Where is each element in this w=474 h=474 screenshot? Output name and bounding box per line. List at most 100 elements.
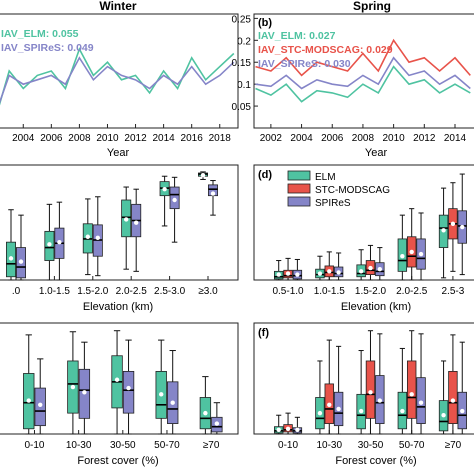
x-tick-label: 2012	[124, 133, 147, 144]
panel-a-title: Winter	[99, 0, 137, 13]
panel-b-xlabel: Year	[365, 147, 388, 159]
panel-a-xlabel: Year	[107, 147, 130, 159]
panel-c-xlabel: Elevation (km)	[83, 301, 153, 313]
x-tick-label: 2008	[68, 133, 91, 144]
legend-swatch-elm	[287, 170, 311, 181]
x-tick-label: 2.5-3.0	[154, 286, 186, 297]
mean-marker	[47, 242, 52, 247]
mean-marker	[460, 408, 465, 414]
panel-c-winter-elevation-boxes: .0 1.0-1.5 1.5-2.0 2.0-2.5 2.5-3.0 ≥3.0 Elevat…	[0, 164, 239, 313]
series-line-spires	[0, 56, 235, 104]
mean-marker	[38, 402, 43, 407]
x-tick-label: 1.0-1.5	[314, 286, 346, 297]
mean-marker	[377, 266, 383, 272]
x-tick-label: 2002	[260, 133, 283, 144]
x-tick-label: 2012	[413, 133, 436, 144]
x-tick-label: 2018	[209, 133, 232, 144]
mean-marker	[200, 172, 206, 178]
mean-marker	[400, 408, 405, 414]
mean-marker	[18, 259, 24, 264]
mean-marker	[295, 427, 300, 433]
mean-marker	[418, 251, 424, 257]
x-tick-label: 2004	[290, 133, 313, 144]
mean-marker	[114, 377, 120, 382]
box-stc-modscag	[406, 360, 417, 419]
y-tick-label: 0.2	[237, 36, 251, 47]
series-line-spires	[255, 56, 471, 90]
box-stc-modscag	[365, 360, 376, 419]
mean-marker	[170, 400, 175, 405]
mean-marker	[460, 224, 465, 230]
x-tick-label: 2006	[321, 133, 344, 144]
mean-marker	[57, 239, 62, 245]
x-tick-label: 2014	[444, 133, 467, 144]
iav-annotation: IAV_STC-MODSCAG: 0.029	[258, 44, 393, 56]
mean-marker	[276, 272, 281, 277]
panel-label: (f)	[258, 327, 269, 339]
mean-marker	[162, 186, 167, 192]
mean-marker	[214, 421, 220, 426]
iav-annotation: IAV_ELM: 0.055	[1, 28, 79, 40]
mean-marker	[409, 249, 414, 255]
mean-marker	[317, 410, 323, 416]
panel-b-title: Spring	[353, 0, 391, 13]
y-tick-label: 0.1	[237, 80, 251, 91]
mean-marker	[124, 217, 129, 222]
x-tick-label: 2010	[96, 133, 119, 144]
iav-annotation: IAV_SPIReS: 0.049	[1, 42, 94, 54]
iav-annotation: IAV_ELM: 0.027	[258, 30, 336, 42]
mean-marker	[327, 402, 332, 407]
box-stc-modscag	[448, 370, 458, 424]
panel-b-frame	[253, 13, 474, 129]
series-line-stc-modscag	[255, 38, 471, 77]
mean-marker	[377, 398, 383, 403]
x-tick-label: 0-10	[278, 440, 298, 451]
panel-label: (d)	[258, 169, 272, 181]
panel-f-frame	[253, 322, 474, 435]
x-tick-label: 2.0-2.5	[396, 286, 428, 297]
mean-marker	[26, 398, 31, 403]
mean-marker	[368, 390, 373, 395]
legend-swatch-spires	[287, 196, 311, 207]
mean-marker	[276, 427, 281, 433]
mean-marker	[126, 385, 131, 391]
panel-d-spring-elevation-boxes: 0.5-1.0 1.0-1.5 1.5-2.0 2.0-2.5 2.5-3 Elevati…	[253, 164, 474, 313]
mean-marker	[409, 392, 414, 397]
mean-marker	[82, 390, 87, 395]
mean-marker	[450, 398, 456, 403]
x-tick-label: ≥3.0	[198, 286, 218, 297]
x-tick-label: 1.5-2.0	[77, 286, 109, 297]
x-tick-label: 50-70	[399, 440, 425, 451]
x-tick-label: 1.0-1.5	[39, 286, 71, 297]
panel-label: (b)	[258, 17, 272, 29]
mean-marker	[285, 271, 291, 276]
mean-marker	[418, 400, 424, 405]
x-tick-label: 50-70	[154, 440, 180, 451]
x-tick-label: 0-10	[24, 440, 44, 451]
x-tick-label: 10-30	[66, 440, 92, 451]
series-line-elm	[255, 65, 471, 103]
panel-a-frame	[0, 13, 239, 129]
mean-marker	[441, 228, 446, 233]
x-tick-label: 10-30	[316, 440, 342, 451]
panel-e-xlabel: Forest cover (%)	[77, 455, 158, 467]
mean-marker	[400, 254, 405, 259]
panel-d-frame	[253, 164, 474, 281]
x-tick-label: 30-50	[110, 440, 136, 451]
legend-label: ELM	[315, 172, 336, 183]
panel-b-spring-lines: Spring 0.05 0.1 0.15 0.2 0.25 2002 2004 2006 2008…	[232, 0, 474, 159]
x-tick-label: ≥70	[203, 440, 220, 451]
x-tick-label: 2006	[40, 133, 63, 144]
series-line-elm	[0, 47, 235, 106]
panel-e-winter-forest-boxes: 0-10 10-30 30-50 50-70 ≥70 Forest cover (%)	[0, 322, 239, 467]
x-tick-label: 2.5-3	[442, 286, 465, 297]
panel-d-xlabel: Elevation (km)	[341, 301, 411, 313]
x-tick-label: 30-50	[358, 440, 384, 451]
x-tick-label: 2016	[181, 133, 204, 144]
legend-swatch-stc-modscag	[287, 183, 311, 194]
x-tick-label: 1.5-2.0	[355, 286, 387, 297]
mean-marker	[358, 408, 364, 414]
box-spires	[122, 370, 135, 414]
x-tick-label: 2008	[352, 133, 375, 144]
mean-marker	[317, 271, 323, 276]
